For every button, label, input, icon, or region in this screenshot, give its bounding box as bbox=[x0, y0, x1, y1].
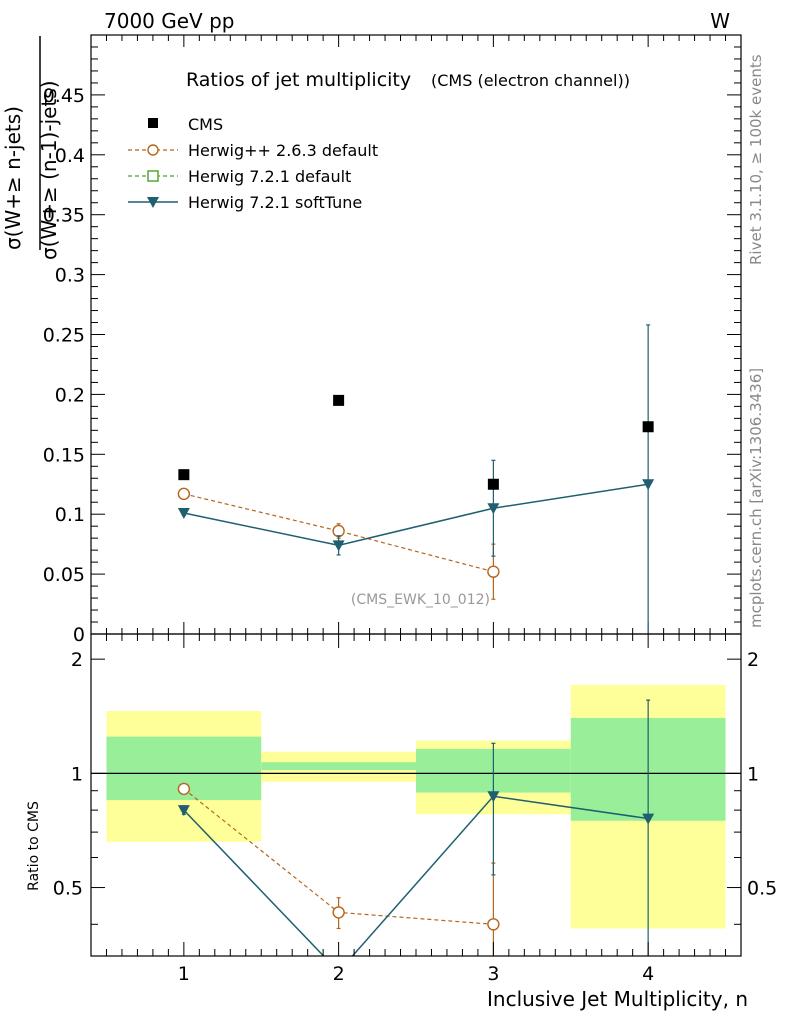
main-panel: 0 0.05 0.1 0.15 0.2 0.25 0.3 0.35 0.4 0.45 bbox=[43, 34, 742, 646]
main-series-herwigpp-263-point bbox=[487, 565, 500, 578]
legend: CMS Herwig++ 2.6.3 default Herwig 7.2.1 … bbox=[128, 115, 378, 212]
mcplots-label: mcplots.cern.ch [arXiv:1306.3436] bbox=[747, 368, 765, 628]
y-label-denominator: σ(W+≥ (n-1)-jets) bbox=[37, 81, 61, 261]
main-y-axis-label: σ(W+≥ n-jets) σ(W+≥ (n-1)-jets) bbox=[1, 36, 61, 260]
legend-marker-herwig7-default bbox=[147, 170, 159, 182]
y-label-numerator: σ(W+≥ n-jets) bbox=[1, 106, 25, 250]
legend-marker-cms bbox=[148, 118, 158, 128]
main-y-tick-label: 0.3 bbox=[55, 265, 85, 287]
main-series-herwig721-softtune-point bbox=[177, 508, 190, 520]
ratio-y-axis-label: Ratio to CMS bbox=[26, 801, 42, 891]
legend-marker-herwigpp bbox=[147, 144, 159, 156]
ratio-series-herwig721-softtune-point bbox=[487, 791, 500, 803]
ratio-y-tick-label-left: 2 bbox=[71, 649, 83, 671]
legend-marker-herwig7-softtune bbox=[147, 197, 159, 208]
ratio-series-herwigpp-263-point bbox=[332, 906, 345, 919]
legend-label-cms: CMS bbox=[188, 115, 223, 134]
ratio-series-herwig721-softtune-line bbox=[183, 795, 649, 956]
ratio-series-herwigpp-263-point bbox=[177, 782, 191, 796]
process-label: W bbox=[710, 9, 730, 33]
main-series-cms-point bbox=[487, 478, 499, 490]
ratio-panel: 0.5 0.5 1 1 2 2 1 2 3 4 bbox=[53, 633, 777, 985]
analysis-watermark: (CMS_EWK_10_012) bbox=[351, 592, 490, 608]
x-tick-label: 2 bbox=[333, 963, 345, 985]
ratio-series-herwigpp-263-point bbox=[487, 918, 500, 931]
main-y-tick-label: 0.15 bbox=[43, 444, 85, 466]
main-series-herwigpp-263-point bbox=[332, 524, 345, 538]
ratio-series-herwig721-softtune-point bbox=[642, 813, 655, 825]
legend-entry-cms: CMS bbox=[148, 115, 223, 134]
main-y-tick-label: 0.25 bbox=[43, 325, 85, 347]
main-title-text: Ratios of jet multiplicity bbox=[186, 69, 411, 91]
x-tick-label: 4 bbox=[642, 963, 654, 985]
main-series-cms-point bbox=[333, 394, 345, 406]
legend-entry-herwig7-default: Herwig 7.2.1 default bbox=[128, 167, 351, 186]
ratio-y-tick-label-right: 2 bbox=[747, 649, 759, 671]
main-series-herwig721-softtune-point bbox=[642, 479, 655, 491]
ratio-inner-band bbox=[261, 762, 416, 771]
energy-label: 7000 GeV pp bbox=[104, 9, 235, 33]
main-y-tick-label: 0.05 bbox=[43, 564, 85, 586]
ratio-y-tick-label-right: 0.5 bbox=[747, 878, 777, 900]
legend-entry-herwigpp: Herwig++ 2.6.3 default bbox=[128, 141, 378, 160]
main-series-herwig721-softtune-point bbox=[332, 540, 345, 552]
main-series-herwigpp-263-point bbox=[177, 487, 191, 501]
main-series-cms-point bbox=[178, 469, 190, 481]
legend-label-herwig7-softtune: Herwig 7.2.1 softTune bbox=[188, 193, 362, 212]
ratio-series-group bbox=[177, 699, 655, 956]
main-title: Ratios of jet multiplicity (CMS (electro… bbox=[186, 69, 630, 91]
main-y-tick-label: 0 bbox=[73, 624, 85, 646]
legend-label-herwig7-default: Herwig 7.2.1 default bbox=[188, 167, 351, 186]
ratio-y-tick-label-left: 0.5 bbox=[53, 878, 83, 900]
main-title-subtitle: (CMS (electron channel)) bbox=[431, 71, 630, 90]
x-tick-label: 3 bbox=[487, 963, 499, 985]
x-axis-label: Inclusive Jet Multiplicity, n bbox=[487, 987, 748, 1011]
legend-label-herwigpp: Herwig++ 2.6.3 default bbox=[188, 141, 378, 160]
ratio-series-herwig721-softtune-point bbox=[177, 805, 190, 817]
rivet-version-label: Rivet 3.1.10, ≥ 100k events bbox=[747, 54, 765, 265]
main-series-herwig721-softtune-line bbox=[183, 483, 649, 547]
main-y-tick-label: 0.2 bbox=[55, 384, 85, 406]
main-series-cms-point bbox=[642, 421, 654, 433]
x-tick-label: 1 bbox=[178, 963, 190, 985]
main-y-tick-label: 0.1 bbox=[55, 504, 85, 526]
ratio-y-tick-label-right: 1 bbox=[747, 763, 759, 785]
main-series-herwig721-softtune-point bbox=[487, 503, 500, 515]
main-y-tick-label: 0.4 bbox=[55, 145, 85, 167]
legend-entry-herwig7-softtune: Herwig 7.2.1 softTune bbox=[128, 193, 362, 212]
main-y-tick-label: 0.45 bbox=[43, 85, 85, 107]
ratio-y-tick-label-left: 1 bbox=[71, 763, 83, 785]
main-y-tick-label: 0.35 bbox=[43, 205, 85, 227]
